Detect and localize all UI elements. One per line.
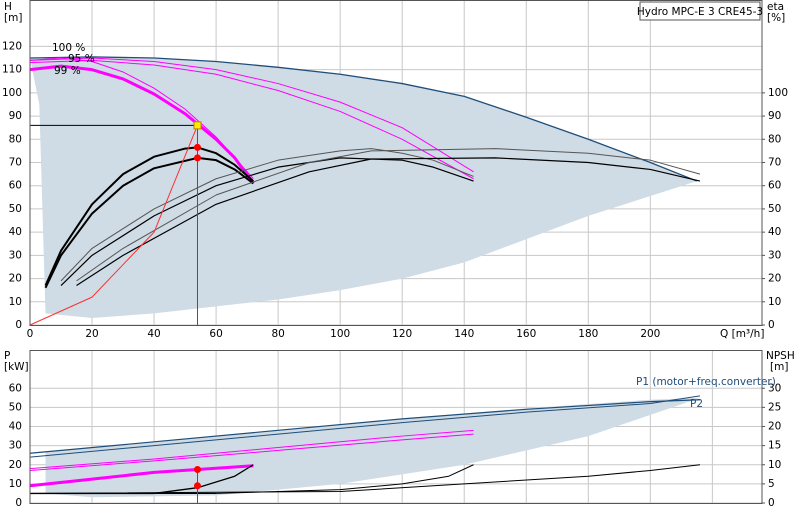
y-tick-label: 10 [9,296,22,308]
x-tick-label: 120 [392,328,412,340]
y2-tick-label: 5 [768,478,775,490]
area [45,397,700,498]
y-tick-label: 80 [9,133,22,145]
y-tick-label: 0 [15,497,22,509]
curve [44,156,254,289]
x-label: Q [m³/h] [720,328,764,340]
y-tick-label: 60 [9,180,22,192]
y-tick-label: 40 [9,226,22,238]
y-tick-label: 20 [9,273,22,285]
y-unit: [kW] [4,361,29,373]
y-label: P [4,350,10,362]
y2-label: eta [767,1,784,13]
curve [29,64,255,185]
y2-label: NPSH [766,350,795,362]
x-tick-label: 200 [640,328,660,340]
y-tick-label: 50 [9,401,22,413]
curve [76,148,701,282]
y2-tick-label: 90 [768,110,781,122]
y-unit: [m] [4,12,22,24]
y2-tick-label: 0 [768,497,775,509]
y2-tick-label: 20 [768,273,781,285]
x-tick-label: 160 [516,328,536,340]
curve [44,146,254,286]
y-tick-label: 40 [9,421,22,433]
y2-tick-label: 15 [768,440,781,452]
curve [29,57,474,173]
curve [29,59,474,180]
curve [60,157,474,286]
curve [29,57,254,180]
y-tick-label: 50 [9,203,22,215]
curve [29,125,198,326]
curve [29,399,700,454]
y2-unit: [%] [767,12,785,24]
curve [29,56,698,182]
y-tick-label: 100 [2,87,22,99]
y2-tick-label: 80 [768,133,781,145]
y2-tick-label: 20 [768,421,781,433]
y2-tick-label: 0 [768,319,775,331]
y2-tick-label: 40 [768,226,781,238]
y2-tick-label: 50 [768,203,781,215]
y2-tick-label: 10 [768,296,781,308]
curve [60,148,474,282]
x-tick-label: 180 [578,328,598,340]
y-tick-label: 30 [9,440,22,452]
y2-tick-label: 25 [768,401,781,413]
title-box [639,1,761,21]
y-tick-label: 70 [9,157,22,169]
operating-point [193,121,202,130]
y-label: H [4,1,12,13]
curve [30,464,474,494]
y2-tick-label: 30 [768,249,781,261]
marker [193,154,201,162]
annotation: P1 (motor+freq.converter) [636,376,776,388]
marker [193,466,201,474]
curve [29,464,254,488]
y2-tick-label: 30 [768,382,781,394]
annotation: 100 % [52,42,85,54]
curve [29,433,474,471]
curve [76,157,701,287]
x-tick-label: 100 [330,328,350,340]
x-tick-label: 20 [85,328,98,340]
y-tick-label: 30 [9,249,22,261]
y2-tick-label: 10 [768,459,781,471]
annotation: 99 % [54,65,81,77]
y-tick-label: 20 [9,459,22,471]
plot-frame [29,0,763,326]
y-tick-label: 0 [15,319,22,331]
chart-title: Hydro MPC-E 3 CRE45-3 [637,6,763,18]
y-tick-label: 90 [9,110,22,122]
plot-frame [29,350,763,504]
annotation: 95 % [68,53,95,65]
y-tick-label: 10 [9,478,22,490]
y-tick-label: 110 [2,64,22,76]
curve [29,464,701,494]
marker [193,482,201,490]
marker [193,143,201,151]
x-tick-label: 0 [27,328,34,340]
x-tick-label: 40 [147,328,160,340]
y2-tick-label: 60 [768,180,781,192]
y2-unit: [m] [770,361,788,373]
curve [29,395,701,458]
x-tick-label: 60 [209,328,222,340]
annotation: P2 [690,398,703,410]
curve [29,429,474,470]
y2-tick-label: 100 [768,87,788,99]
y-tick-label: 120 [2,40,22,52]
x-tick-label: 140 [454,328,474,340]
y2-tick-label: 70 [768,157,781,169]
y-tick-label: 60 [9,382,22,394]
x-tick-label: 80 [271,328,284,340]
